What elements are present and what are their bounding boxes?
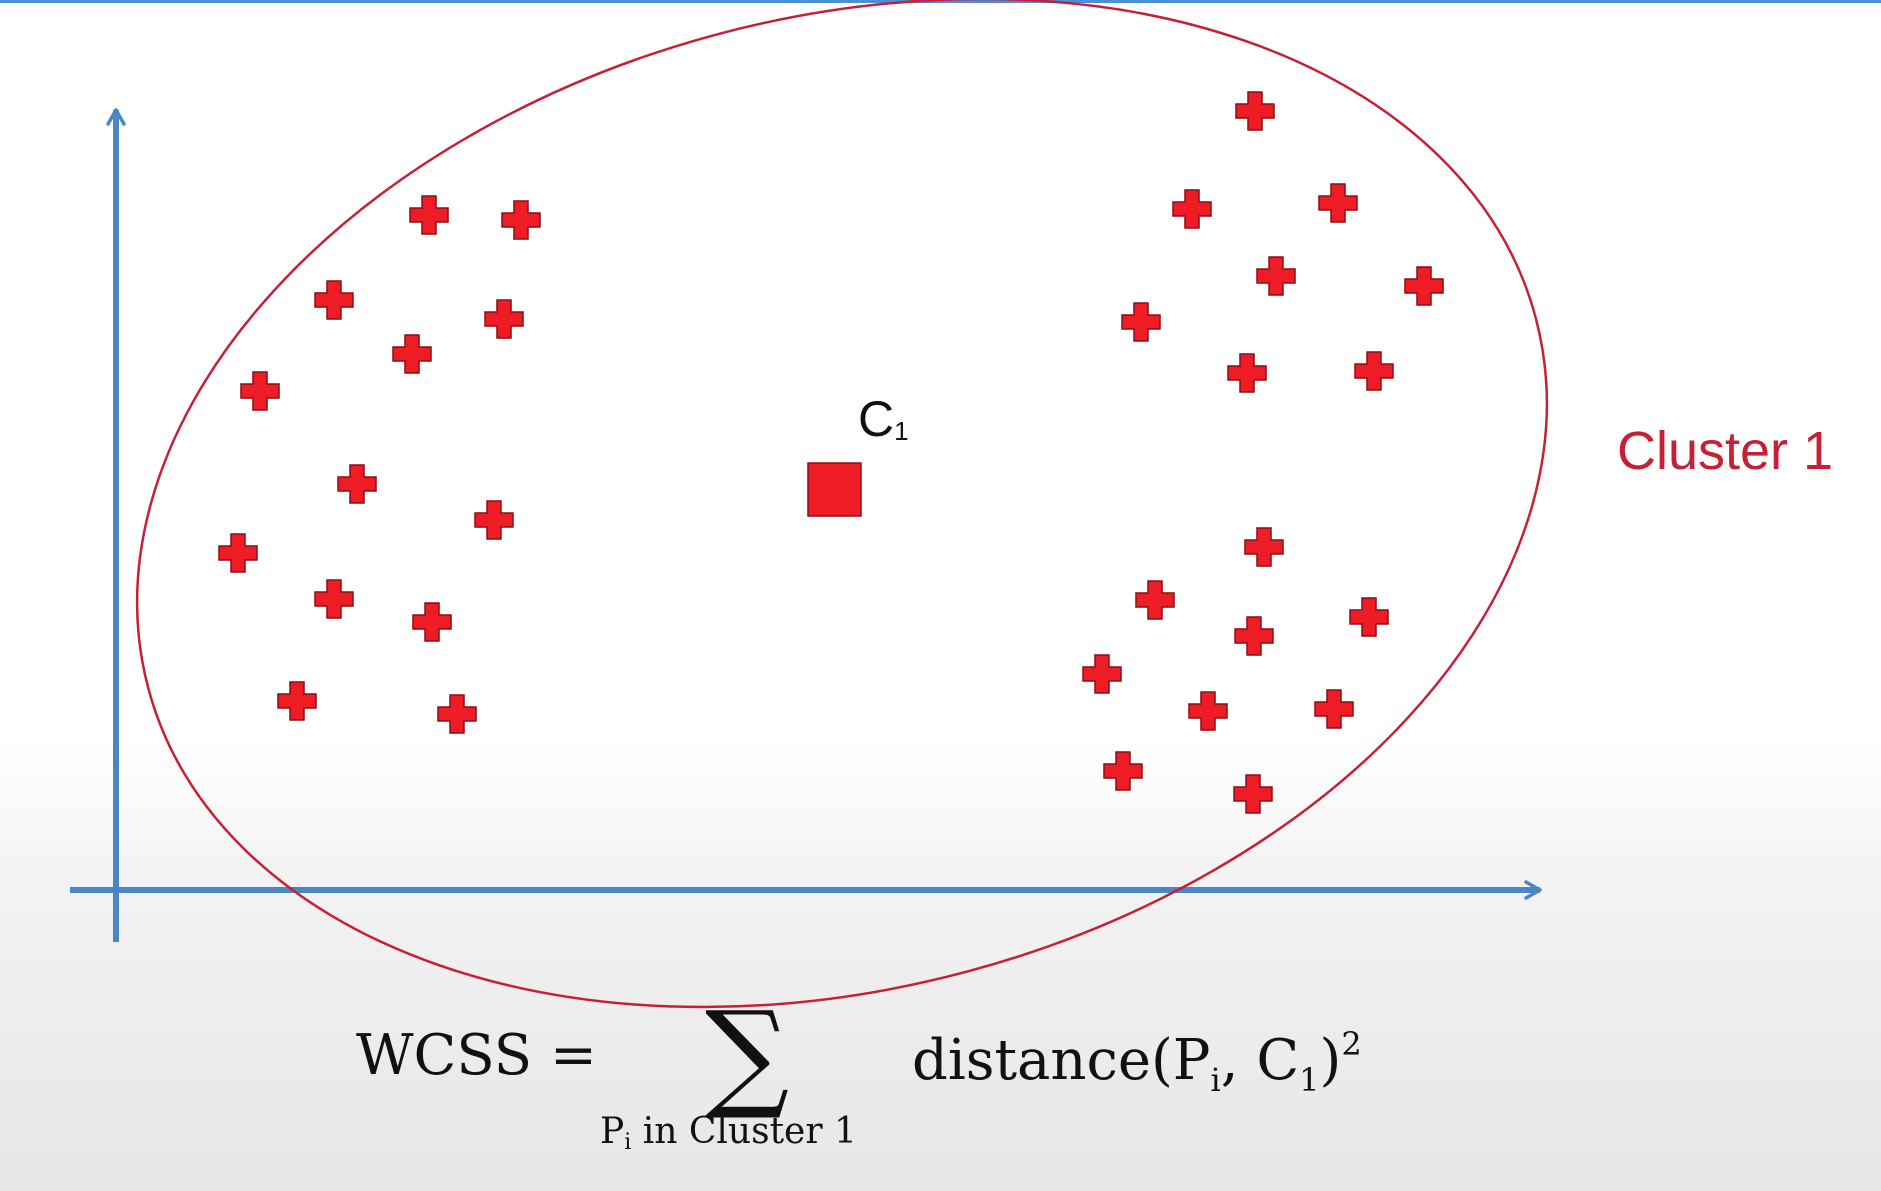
plus-marker-icon: [1188, 691, 1228, 731]
plus-marker-icon: [474, 500, 514, 540]
plus-marker-icon: [501, 200, 541, 240]
formula-under-sub: i: [624, 1130, 632, 1155]
plus-marker-icon: [1234, 616, 1274, 656]
formula-summation-range: Pi in Cluster 1: [600, 1114, 857, 1154]
formula-close: ): [1319, 1028, 1342, 1093]
plus-marker-icon: [1244, 527, 1284, 567]
sigma-icon: ∑: [705, 985, 790, 1123]
plus-marker-icon: [1354, 351, 1394, 391]
centroid-label-main: C: [858, 391, 895, 447]
formula-exponent: 2: [1341, 1025, 1362, 1063]
plus-marker-icon: [314, 280, 354, 320]
cluster-boundary: [135, 0, 1549, 1009]
top-rule: [0, 0, 1881, 3]
plus-marker-icon: [1233, 774, 1273, 814]
plus-marker-icon: [337, 464, 377, 504]
plus-marker-icon: [1318, 183, 1358, 223]
plus-marker-icon: [240, 371, 280, 411]
plus-marker-icon: [1404, 266, 1444, 306]
plus-marker-icon: [409, 195, 449, 235]
formula-func: distance(P: [912, 1028, 1211, 1093]
formula-lhs: WCSS =: [356, 1023, 597, 1088]
formula-rhs: distance(Pi, C1)2: [912, 1028, 1362, 1096]
plus-marker-icon: [484, 299, 524, 339]
cluster-label: Cluster 1: [1617, 421, 1834, 481]
plus-marker-icon: [1314, 689, 1354, 729]
plus-marker-icon: [1172, 189, 1212, 229]
data-points: [218, 91, 1444, 814]
plus-marker-icon: [1349, 597, 1389, 637]
formula-sub-i: i: [1210, 1061, 1221, 1099]
formula-under-text: in Cluster 1: [631, 1111, 857, 1152]
plus-marker-icon: [1121, 302, 1161, 342]
plus-marker-icon: [412, 602, 452, 642]
plus-marker-icon: [1103, 751, 1143, 791]
centroid-label-subscript: 1: [894, 416, 909, 446]
formula-under-p: P: [600, 1111, 625, 1152]
plus-marker-icon: [1135, 580, 1175, 620]
formula-mid: , C: [1220, 1028, 1300, 1093]
plus-marker-icon: [1256, 256, 1296, 296]
plus-marker-icon: [437, 694, 477, 734]
plus-marker-icon: [1082, 654, 1122, 694]
plus-marker-icon: [277, 681, 317, 721]
plus-marker-icon: [392, 334, 432, 374]
formula-sub-1: 1: [1299, 1061, 1320, 1099]
plus-marker-icon: [1235, 91, 1275, 131]
square-marker-icon: [807, 462, 862, 517]
plus-marker-icon: [314, 579, 354, 619]
plus-marker-icon: [1227, 353, 1267, 393]
centroid-label: C1: [858, 394, 909, 444]
plus-marker-icon: [218, 533, 258, 573]
